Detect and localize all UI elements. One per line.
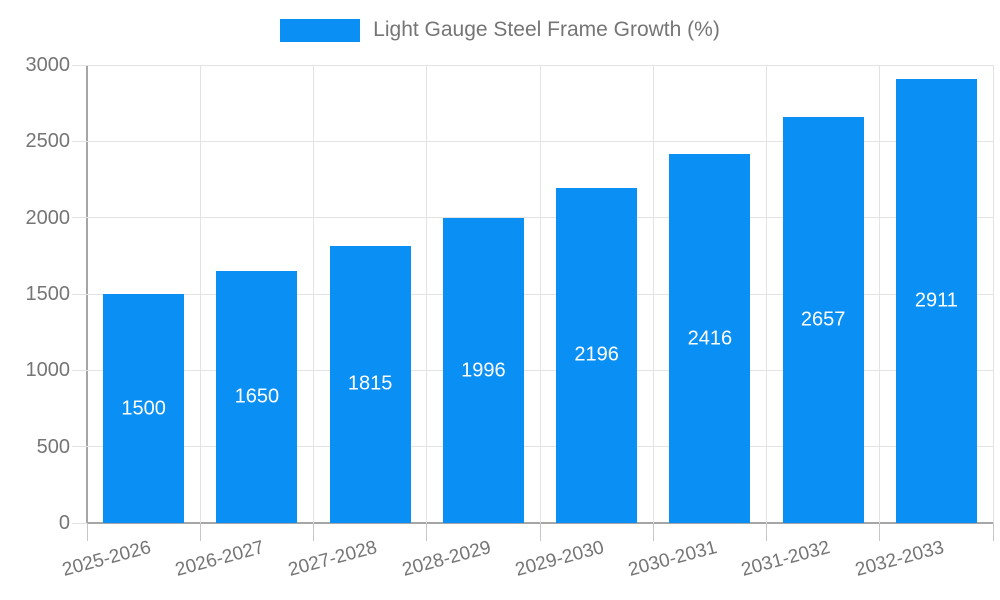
x-tick-label: 2032-2033 — [852, 537, 946, 581]
bar-2027-2028[interactable]: 1815 — [329, 245, 411, 523]
bar-2029-2030[interactable]: 2196 — [556, 187, 638, 523]
bar-value-label: 2657 — [800, 308, 846, 331]
x-axis-labels: 2025-2026 2026-2027 2027-2028 2028-2029 2029… — [60, 531, 993, 596]
y-gridline — [72, 217, 993, 219]
legend-item[interactable]: Light Gauge Steel Frame Growth (%) — [280, 18, 720, 42]
x-gridline — [539, 65, 541, 523]
legend-label: Light Gauge Steel Frame Growth (%) — [373, 18, 720, 41]
x-gridline — [426, 65, 428, 523]
bar-value-label: 1996 — [461, 359, 506, 382]
y-gridline — [72, 64, 993, 66]
x-gridline — [652, 65, 654, 523]
legend-swatch — [280, 18, 361, 42]
bar-value-label: 1815 — [347, 372, 393, 395]
x-tick-label: 2030-2031 — [626, 537, 720, 581]
y-tick-label: 2500 — [25, 130, 71, 153]
y-gridline — [72, 293, 993, 295]
bar-value-label: 2196 — [574, 343, 619, 366]
y-gridline — [72, 140, 993, 142]
x-tick — [313, 523, 314, 541]
bar-value-label: 1650 — [234, 385, 280, 408]
x-tick-label: 2029-2030 — [512, 537, 607, 581]
x-tick-label: 2031-2032 — [739, 537, 833, 581]
bar-value-label: 2911 — [914, 289, 958, 312]
y-axis-labels: 0 500 1000 1500 2000 2500 3000 — [0, 55, 71, 533]
x-gridline — [766, 65, 767, 523]
y-tick-label: 3000 — [25, 54, 71, 76]
x-tick-label: 2028-2029 — [399, 537, 493, 581]
x-tick — [652, 523, 654, 541]
y-gridline — [72, 369, 993, 371]
x-gridline — [199, 65, 201, 523]
bar-2025-2026[interactable]: 1500 — [103, 294, 185, 523]
y-tick — [72, 522, 87, 524]
x-tick — [426, 523, 428, 541]
x-tick — [992, 523, 994, 541]
x-tick — [879, 523, 881, 541]
legend: Light Gauge Steel Frame Growth (%) — [0, 18, 1000, 42]
bar-2031-2032[interactable]: 2657 — [782, 117, 864, 523]
x-tick-label: 2025-2026 — [59, 537, 154, 581]
x-tick-label: 2027-2028 — [286, 537, 380, 581]
bar-2026-2027[interactable]: 1650 — [216, 271, 298, 523]
y-tick-label: 0 — [58, 512, 70, 534]
x-tick — [86, 523, 88, 541]
bar-2032-2033[interactable]: 2911 — [895, 78, 977, 523]
x-gridline — [313, 65, 314, 523]
y-tick-label: 2000 — [25, 206, 71, 229]
x-tick — [199, 523, 201, 541]
y-tick-label: 500 — [36, 435, 70, 458]
plot-area: 1500 1650 1815 1996 2196 2416 2657 2911 — [72, 64, 994, 541]
x-tick-label: 2026-2027 — [173, 537, 267, 581]
bar-value-label: 1500 — [121, 397, 166, 419]
y-tick-label: 1500 — [25, 283, 71, 305]
x-tick — [539, 523, 541, 541]
y-tick-label: 1000 — [25, 359, 71, 382]
bar-value-label: 2416 — [687, 327, 733, 350]
x-gridline — [992, 65, 994, 523]
y-gridline — [72, 446, 993, 448]
x-gridline — [879, 65, 881, 523]
bar-2028-2029[interactable]: 1996 — [442, 218, 524, 523]
bar-2030-2031[interactable]: 2416 — [669, 154, 751, 523]
x-tick — [766, 523, 767, 541]
